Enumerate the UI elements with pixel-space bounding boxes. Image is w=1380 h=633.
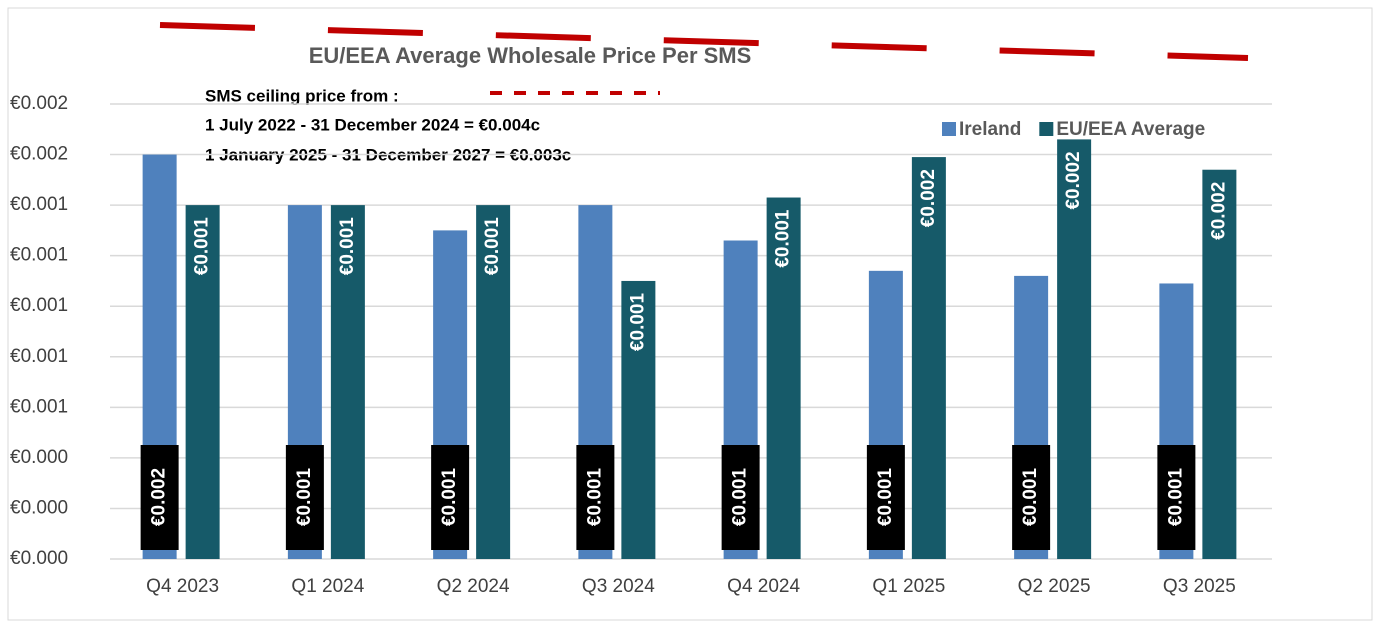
legend-swatch <box>942 122 956 136</box>
label-box <box>285 445 324 550</box>
legend-label: EU/EEA Average <box>1056 119 1205 140</box>
data-label: €0.001 <box>584 468 605 527</box>
chart-frame <box>7 7 1373 621</box>
label-box <box>1012 445 1051 550</box>
label-box <box>1157 445 1196 550</box>
y-tick-label: €0.001 <box>10 295 68 316</box>
bar <box>911 157 946 560</box>
data-label: €0.001 <box>875 468 896 527</box>
data-label: €0.002 <box>918 169 939 227</box>
data-label: €0.002 <box>1208 182 1229 240</box>
label-box <box>140 445 179 550</box>
bar <box>476 205 511 559</box>
data-label: €0.001 <box>482 217 503 276</box>
y-tick-label: €0.001 <box>10 346 68 367</box>
bar <box>185 205 220 559</box>
ceiling-line <box>159 22 1249 61</box>
x-tick-label: Q1 2024 <box>291 576 364 597</box>
data-label: €0.001 <box>1020 468 1041 527</box>
label-box <box>431 445 470 550</box>
data-label: €0.001 <box>773 209 794 268</box>
label-box <box>866 445 905 550</box>
data-label: €0.002 <box>149 468 170 526</box>
x-tick-label: Q3 2024 <box>582 576 655 597</box>
data-label: €0.001 <box>627 293 648 352</box>
bar <box>1202 169 1237 559</box>
y-tick-label: €0.002 <box>10 93 68 114</box>
data-label: €0.001 <box>294 468 315 527</box>
bar <box>1057 139 1092 559</box>
x-tick-label: Q4 2023 <box>146 576 219 597</box>
y-tick-label: €0.002 <box>10 144 68 165</box>
data-label: €0.001 <box>1165 468 1186 527</box>
data-label: €0.002 <box>1063 151 1084 209</box>
data-label: €0.001 <box>192 217 213 276</box>
chart-title: EU/EEA Average Wholesale Price Per SMS <box>309 43 752 68</box>
legend-label: Ireland <box>959 119 1021 140</box>
y-tick-label: €0.000 <box>10 447 68 468</box>
x-tick-label: Q1 2025 <box>872 576 945 597</box>
y-tick-label: €0.001 <box>10 245 68 266</box>
bar <box>766 197 801 559</box>
data-label: €0.001 <box>337 217 358 276</box>
annotation: SMS ceiling price from : <box>205 86 399 105</box>
y-tick-label: €0.001 <box>10 194 68 215</box>
x-tick-label: Q2 2024 <box>437 576 510 597</box>
y-tick-label: €0.000 <box>10 548 68 569</box>
data-label: €0.001 <box>439 468 460 527</box>
label-box <box>721 445 760 550</box>
bar <box>621 280 656 559</box>
x-tick-label: Q2 2025 <box>1018 576 1091 597</box>
annotation: 1 July 2022 - 31 December 2024 = €0.004c <box>205 115 540 134</box>
label-box <box>576 445 615 550</box>
x-tick-label: Q3 2025 <box>1163 576 1236 597</box>
y-tick-label: €0.000 <box>10 497 68 518</box>
bar <box>330 205 365 559</box>
legend-swatch <box>1039 122 1054 136</box>
data-label: €0.001 <box>730 468 751 527</box>
y-tick-label: €0.001 <box>10 396 68 417</box>
x-tick-label: Q4 2024 <box>727 576 800 597</box>
